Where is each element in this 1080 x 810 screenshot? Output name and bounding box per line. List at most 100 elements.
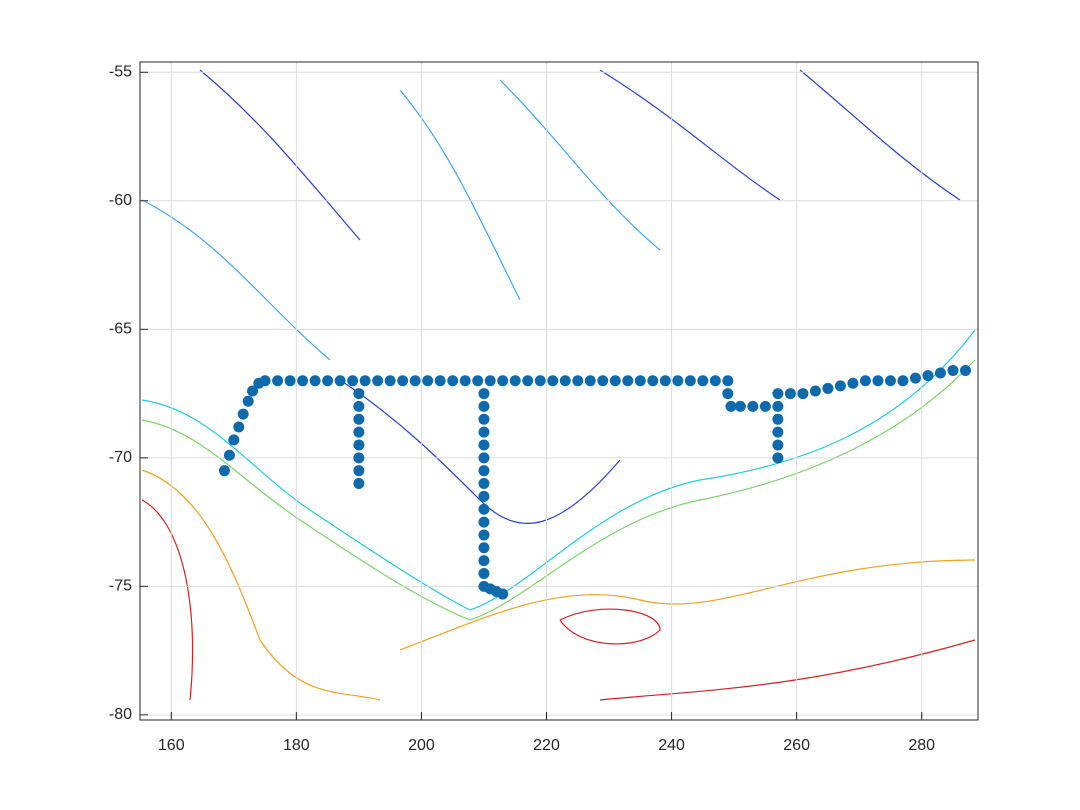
- scatter-point: [947, 364, 959, 376]
- scatter-point: [478, 426, 490, 438]
- scatter-point: [572, 375, 584, 387]
- scatter-point: [409, 375, 421, 387]
- contour-line: [141, 499, 976, 701]
- scatter-point: [237, 408, 249, 420]
- scatter-point: [309, 375, 321, 387]
- scatter-point: [772, 452, 784, 464]
- scatter-point: [478, 503, 490, 515]
- scatter-point: [634, 375, 646, 387]
- scatter-point: [384, 375, 396, 387]
- scatter-point: [647, 375, 659, 387]
- scatter-point: [547, 375, 559, 387]
- scatter-point: [722, 388, 734, 400]
- x-tick-label: 260: [783, 737, 810, 754]
- scatter-point: [322, 375, 334, 387]
- scatter-point: [223, 449, 235, 461]
- scatter-point: [478, 439, 490, 451]
- contour-line: [199, 69, 961, 524]
- scatter-point: [772, 400, 784, 412]
- scatter-point: [772, 439, 784, 451]
- scatter-point: [609, 375, 621, 387]
- scatter-point: [822, 382, 834, 394]
- contour-line: [141, 329, 976, 611]
- scatter-point: [242, 395, 254, 407]
- scatter-point: [297, 375, 309, 387]
- scatter-point: [272, 375, 284, 387]
- scatter-point: [478, 478, 490, 490]
- scatter-point: [497, 375, 509, 387]
- scatter-point: [284, 375, 296, 387]
- scatter-point: [478, 413, 490, 425]
- scatter-point: [847, 377, 859, 389]
- scatter-point: [484, 375, 496, 387]
- scatter-points: [218, 364, 971, 600]
- scatter-point: [447, 375, 459, 387]
- y-tick-label: -65: [109, 321, 132, 338]
- scatter-point: [772, 426, 784, 438]
- scatter-point: [353, 413, 365, 425]
- scatter-point: [259, 375, 271, 387]
- scatter-point: [884, 375, 896, 387]
- scatter-point: [478, 567, 490, 579]
- scatter-point: [622, 375, 634, 387]
- y-tick-label: -75: [109, 578, 132, 595]
- x-tick-label: 180: [283, 737, 310, 754]
- scatter-point: [478, 529, 490, 541]
- scatter-point: [228, 434, 240, 446]
- scatter-point: [353, 465, 365, 477]
- scatter-point: [478, 400, 490, 412]
- scatter-point: [478, 516, 490, 528]
- scatter-point: [478, 452, 490, 464]
- scatter-point: [784, 388, 796, 400]
- scatter-point: [722, 375, 734, 387]
- scatter-point: [759, 400, 771, 412]
- scatter-point: [697, 375, 709, 387]
- plot-area: [140, 62, 978, 720]
- x-tick-label: 280: [908, 737, 935, 754]
- scatter-point: [353, 400, 365, 412]
- scatter-point: [478, 542, 490, 554]
- contour-line: [141, 359, 976, 621]
- scatter-point: [459, 375, 471, 387]
- x-tick-label: 240: [658, 737, 685, 754]
- x-tick-label: 220: [533, 737, 560, 754]
- scatter-point: [497, 588, 509, 600]
- scatter-point: [522, 375, 534, 387]
- contour-line: [141, 79, 661, 361]
- scatter-point: [725, 400, 737, 412]
- scatter-point: [872, 375, 884, 387]
- scatter-point: [922, 370, 934, 382]
- scatter-point: [397, 375, 409, 387]
- scatter-point: [353, 452, 365, 464]
- scatter-point: [897, 375, 909, 387]
- scatter-point: [359, 375, 371, 387]
- scatter-point: [659, 375, 671, 387]
- scatter-point: [353, 478, 365, 490]
- scatter-point: [734, 400, 746, 412]
- y-tick-label: -80: [109, 706, 132, 723]
- scatter-point: [809, 385, 821, 397]
- scatter-point: [353, 439, 365, 451]
- scatter-point: [372, 375, 384, 387]
- scatter-point: [478, 388, 490, 400]
- scatter-point: [934, 367, 946, 379]
- scatter-point: [233, 421, 245, 433]
- scatter-point: [597, 375, 609, 387]
- x-tick-label: 160: [158, 737, 185, 754]
- x-tick-label: 200: [408, 737, 435, 754]
- y-tick-label: -55: [109, 64, 132, 81]
- scatter-point: [509, 375, 521, 387]
- scatter-point: [672, 375, 684, 387]
- scatter-point: [909, 372, 921, 384]
- scatter-point: [353, 426, 365, 438]
- y-tick-label: -70: [109, 449, 132, 466]
- scatter-point: [772, 413, 784, 425]
- scatter-point: [478, 490, 490, 502]
- scatter-point: [559, 375, 571, 387]
- contour-background: [141, 69, 976, 701]
- contour-line: [141, 469, 976, 701]
- scatter-point: [247, 385, 259, 397]
- scatter-point: [747, 400, 759, 412]
